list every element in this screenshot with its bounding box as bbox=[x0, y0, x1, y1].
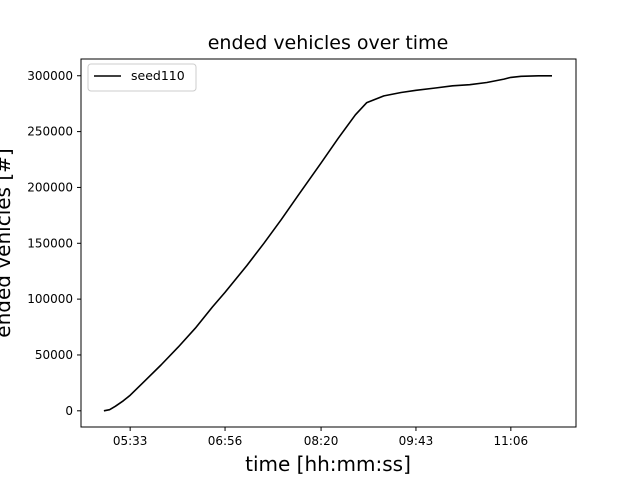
x-tick-label: 09:43 bbox=[399, 434, 434, 448]
x-axis: 05:33 06:56 08:20 09:43 11:06 bbox=[113, 427, 528, 448]
series-line bbox=[103, 75, 552, 412]
chart-title: ended vehicles over time bbox=[208, 32, 449, 54]
x-tick-label: 05:33 bbox=[113, 434, 148, 448]
x-tick-label: 11:06 bbox=[494, 434, 529, 448]
x-axis-label: time [hh:mm:ss] bbox=[245, 452, 411, 476]
y-tick-label: 200000 bbox=[27, 180, 73, 194]
y-axis-label: ended vehicles [#] bbox=[0, 148, 15, 337]
x-tick-label: 06:56 bbox=[208, 434, 243, 448]
y-tick-label: 300000 bbox=[27, 69, 73, 83]
y-tick-label: 50000 bbox=[35, 348, 73, 362]
y-tick-label: 0 bbox=[65, 404, 73, 418]
legend-label: seed110 bbox=[131, 68, 185, 83]
y-axis: 0 50000 100000 150000 200000 250000 300000 bbox=[27, 69, 81, 418]
y-tick-label: 100000 bbox=[27, 292, 73, 306]
plot-frame bbox=[80, 58, 577, 428]
series-layer bbox=[103, 75, 552, 412]
y-tick-label: 150000 bbox=[27, 236, 73, 250]
x-tick-label: 08:20 bbox=[304, 434, 339, 448]
plot-area bbox=[80, 58, 577, 428]
legend: seed110 bbox=[87, 63, 197, 92]
y-tick-label: 250000 bbox=[27, 125, 73, 139]
legend-box bbox=[87, 63, 197, 92]
